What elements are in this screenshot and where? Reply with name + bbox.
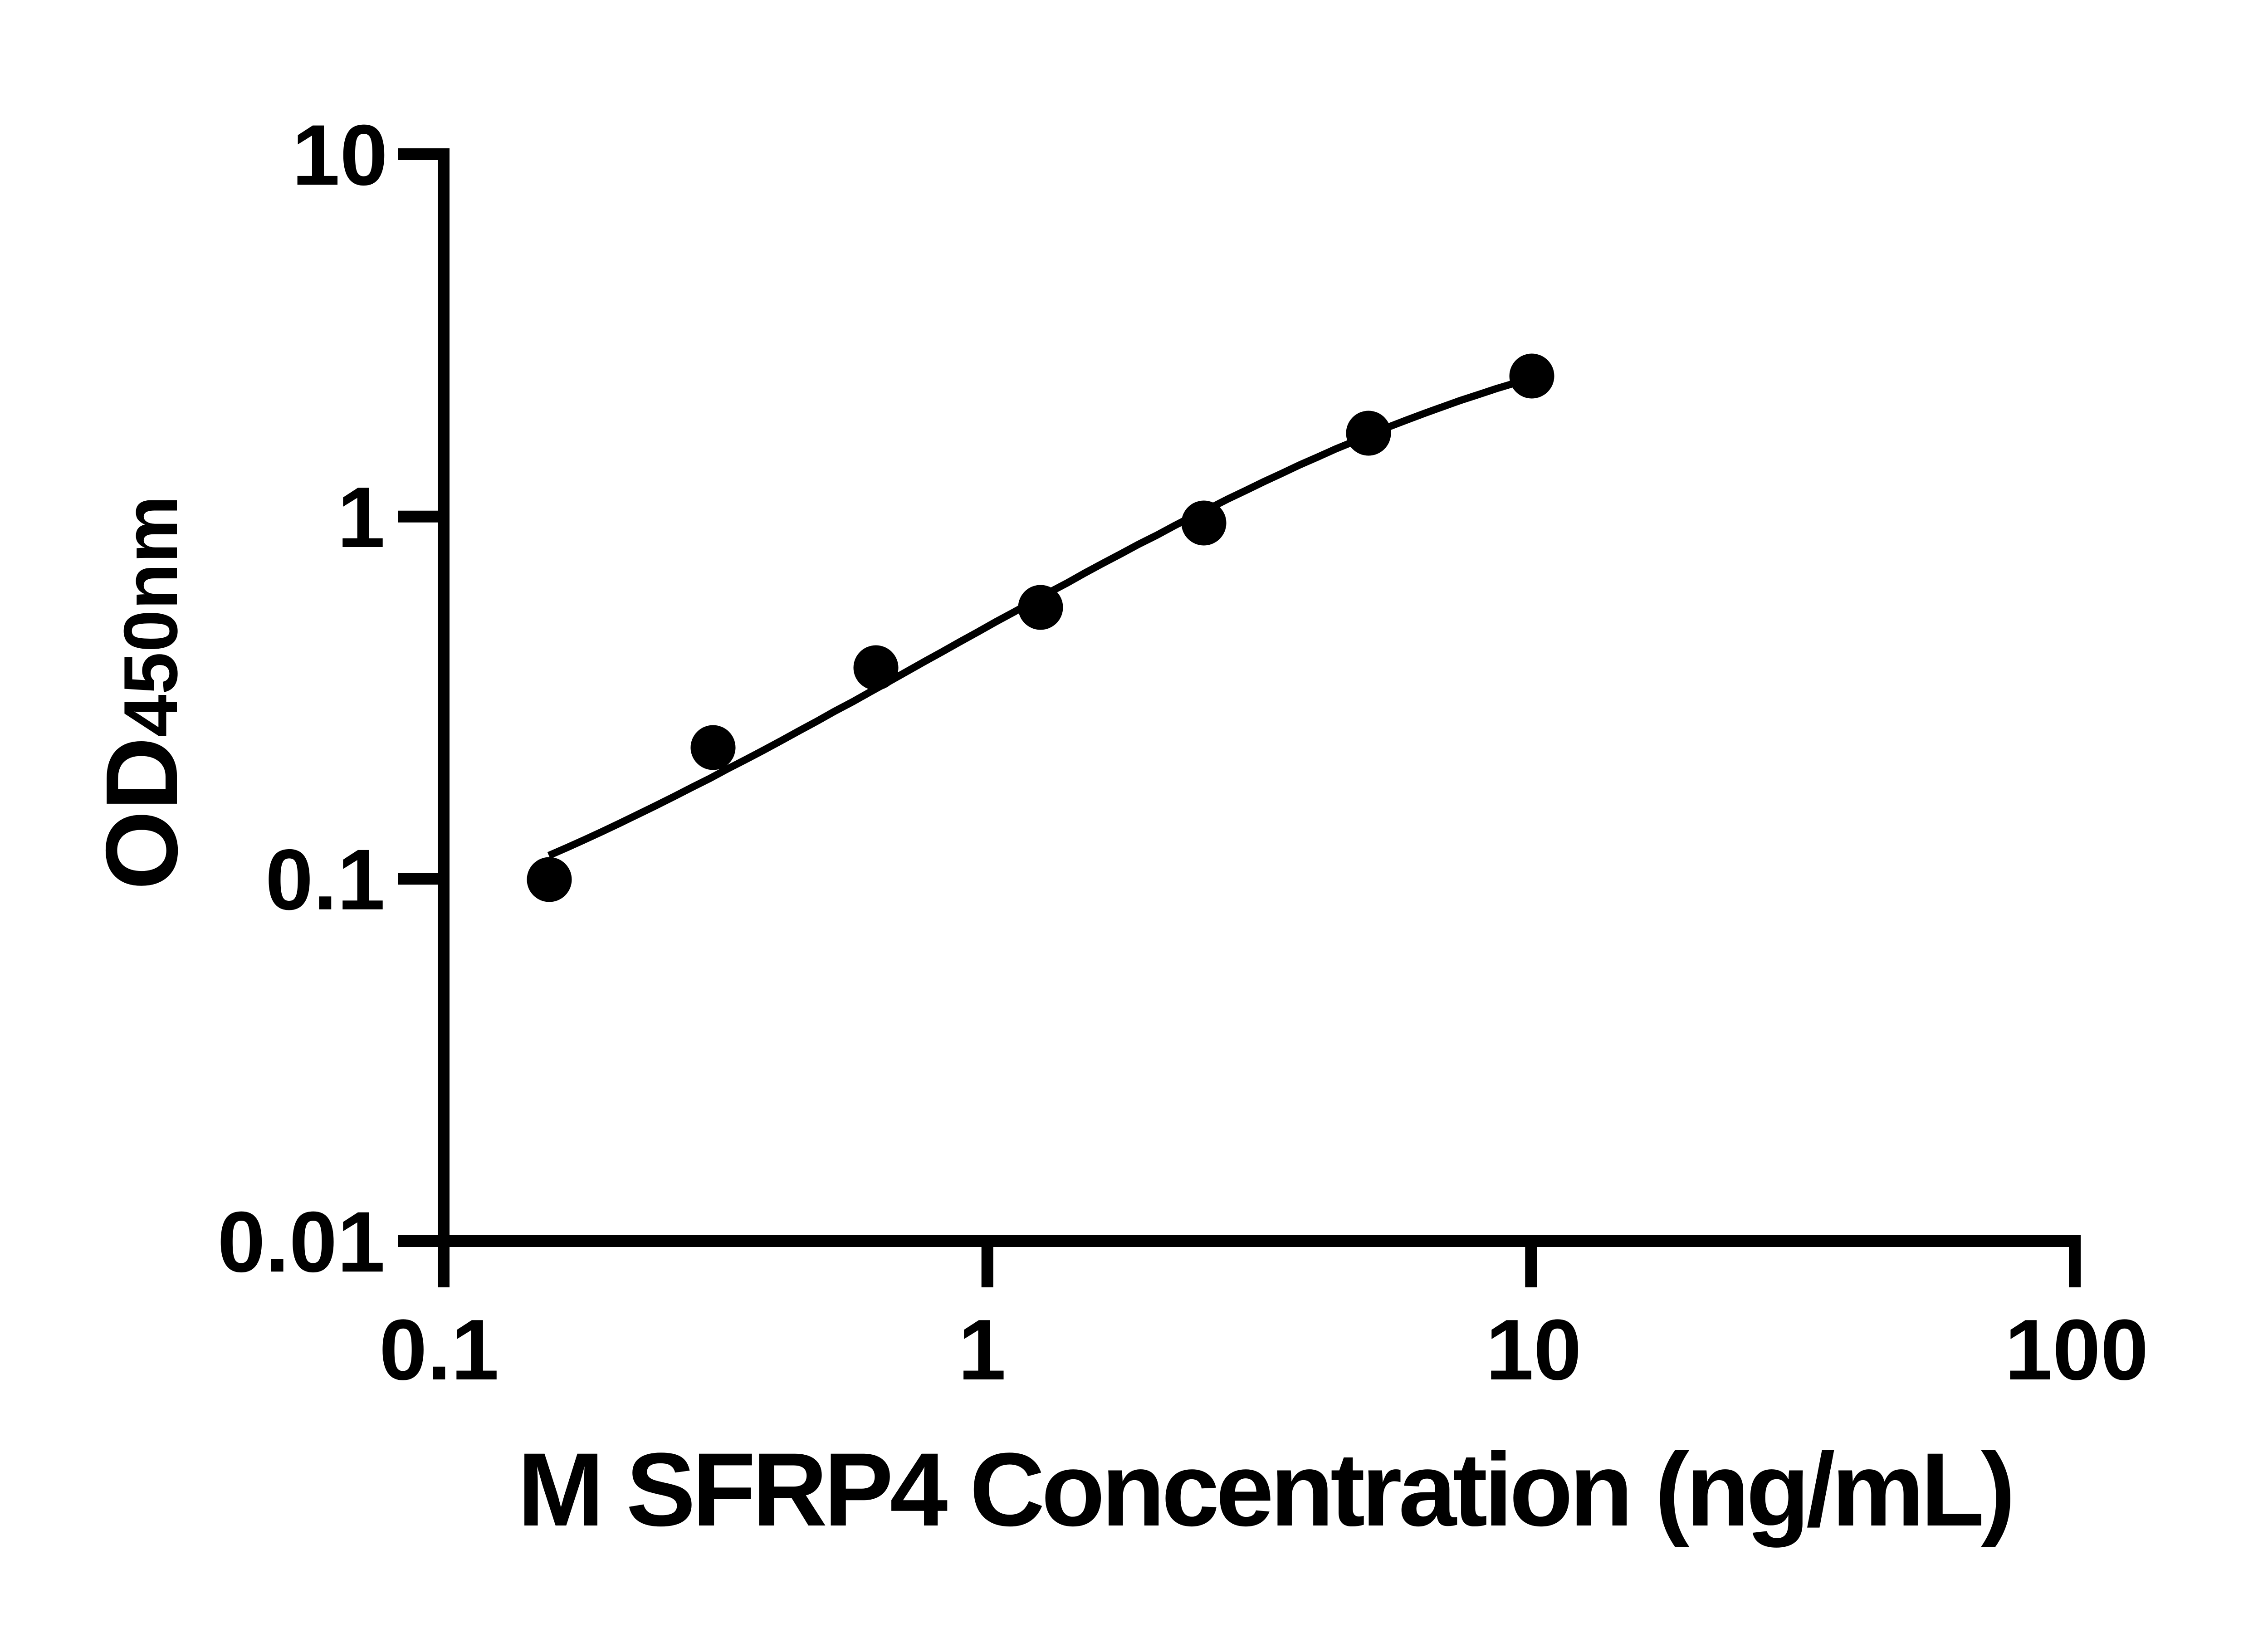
svg-text:0.1: 0.1 (265, 832, 385, 928)
svg-text:10: 10 (292, 107, 388, 203)
svg-text:100: 100 (2004, 1302, 2148, 1398)
svg-text:10: 10 (1486, 1302, 1581, 1398)
svg-text:1: 1 (958, 1302, 1006, 1398)
svg-text:0.01: 0.01 (217, 1194, 385, 1290)
svg-text:M SFRP4 Concentration (ng/mL): M SFRP4 Concentration (ng/mL) (518, 1431, 2012, 1548)
svg-text:OD450nm: OD450nm (84, 495, 199, 890)
svg-text:0.1: 0.1 (379, 1302, 499, 1398)
svg-text:1: 1 (337, 469, 385, 566)
